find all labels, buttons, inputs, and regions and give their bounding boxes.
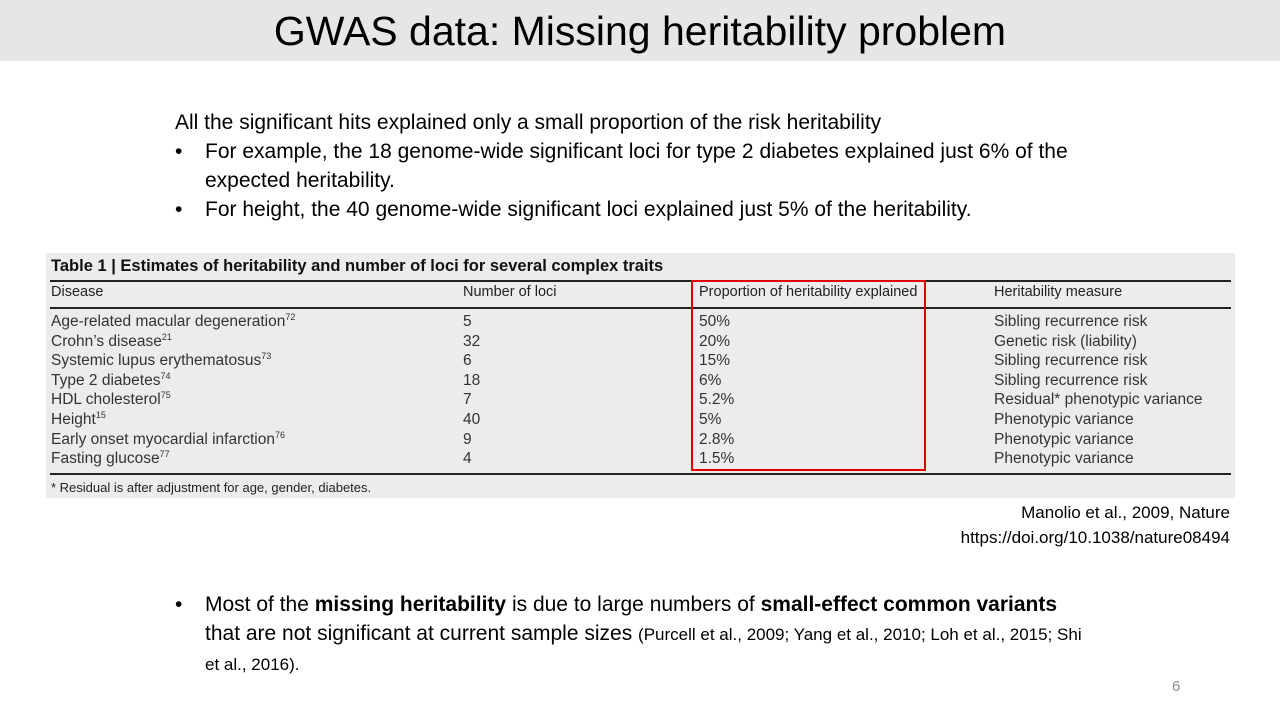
cell-proportion: 15% [699, 352, 731, 370]
cell-measure: Sibling recurrence risk [994, 371, 1148, 389]
table-top-rule [50, 280, 1231, 282]
bullet-text: For height, the 40 genome-wide significa… [205, 198, 972, 221]
table-footnote: * Residual is after adjustment for age, … [51, 480, 372, 495]
header-disease: Disease [51, 284, 104, 300]
table-caption: Table 1 | Estimates of heritability and … [51, 257, 664, 275]
bullet-dot: • [175, 140, 183, 163]
slide-title: GWAS data: Missing heritability problem [273, 8, 1007, 54]
cell-loci: 32 [463, 332, 481, 350]
cell-disease: HDL cholesterol75 [51, 390, 171, 409]
cell-loci: 5 [463, 313, 472, 330]
cell-loci: 18 [463, 371, 481, 389]
citation-doi: https://doi.org/10.1038/nature08494 [960, 528, 1230, 547]
reference-superscript: 74 [160, 370, 171, 381]
table-row: Systemic lupus erythematosus73 6 15% Siblin… [46, 352, 1235, 372]
text-segment: Most of the [205, 593, 315, 616]
cell-disease: Fasting glucose77 [51, 449, 170, 468]
intro-bullet: • For height, the 40 genome-wide signifi… [175, 195, 1105, 224]
header-proportion: Proportion of heritability explained [699, 284, 918, 300]
cell-disease: Age-related macular degeneration72 [51, 312, 296, 331]
bullet-dot: • [175, 198, 183, 221]
cell-disease: Systemic lupus erythematosus73 [51, 351, 272, 370]
table-row: Crohn’s disease21 32 20% Genetic risk (liab… [46, 331, 1235, 353]
cell-measure: Sibling recurrence risk [994, 313, 1148, 330]
table-bottom-rule [50, 473, 1231, 475]
heritability-table: Table 1 | Estimates of heritability and … [46, 253, 1235, 498]
cell-disease: Height15 [51, 410, 106, 429]
table-row: Age-related macular degeneration72 5 50% Si… [46, 313, 1235, 333]
bottom-bullet: • Most of the missing heritability is du… [175, 590, 1090, 679]
reference-superscript: 15 [95, 410, 106, 420]
table-row: Early onset myocardial infarction76 9 2.8%… [46, 429, 1235, 451]
table-row: Type 2 diabetes74 18 6% Sibling recurrence … [46, 370, 1235, 392]
emphasis-missing-heritability: missing heritability [314, 593, 507, 616]
cell-measure: Sibling recurrence risk [994, 352, 1148, 370]
table-row: Height15 40 5% Phenotypic variance [46, 411, 1235, 431]
header-measure: Heritability measure [994, 284, 1123, 300]
reference-superscript: 73 [261, 351, 272, 362]
citation-author: Manolio et al., 2009, Nature [1021, 503, 1230, 522]
cell-measure: Residual* phenotypic variance [994, 391, 1203, 409]
cell-proportion: 20% [699, 332, 731, 350]
text-segment: that are not significant at current samp… [205, 622, 639, 645]
table-row: Fasting glucose77 4 1.5% Phenotypic varianc… [46, 450, 1235, 470]
cell-proportion: 5% [699, 411, 722, 428]
cell-disease: Crohn’s disease21 [51, 331, 172, 350]
citation: Manolio et al., 2009, Nature https://doi… [961, 500, 1230, 550]
reference-superscript: 77 [159, 449, 170, 460]
bullet-text: For example, the 18 genome-wide signific… [205, 140, 1068, 192]
reference-superscript: 72 [285, 312, 296, 322]
proportion-highlight-box [691, 280, 926, 471]
intro-lead: All the significant hits explained only … [175, 111, 882, 134]
cell-disease: Early onset myocardial infarction76 [51, 429, 286, 448]
cell-loci: 4 [463, 450, 472, 468]
text-segment: is due to large numbers of [506, 593, 761, 616]
bullet-dot: • [175, 593, 183, 616]
page-number: 6 [1172, 678, 1181, 695]
cell-loci: 9 [463, 430, 472, 448]
cell-loci: 7 [463, 391, 472, 409]
reference-superscript: 75 [160, 390, 171, 401]
cell-measure: Genetic risk (liability) [994, 332, 1137, 350]
header-loci: Number of loci [463, 284, 557, 300]
reference-superscript: 21 [161, 331, 172, 342]
cell-proportion: 5.2% [699, 391, 735, 409]
table-row: HDL cholesterol75 7 5.2% Residual* phenotyp… [46, 391, 1235, 411]
emphasis-small-effect-variants: small-effect common variants [760, 593, 1058, 616]
title-bar [0, 0, 1280, 61]
bullet-text: Most of the missing heritability is due … [205, 593, 1082, 675]
cell-measure: Phenotypic variance [994, 450, 1134, 468]
cell-disease: Type 2 diabetes74 [51, 370, 171, 389]
cell-measure: Phenotypic variance [994, 411, 1134, 428]
cell-measure: Phenotypic variance [994, 430, 1134, 448]
cell-loci: 40 [463, 411, 481, 428]
cell-proportion: 2.8% [699, 430, 735, 448]
table-header-rule [50, 307, 1231, 309]
cell-proportion: 50% [699, 313, 731, 330]
cell-proportion: 6% [699, 371, 722, 389]
cell-loci: 6 [463, 352, 472, 370]
intro-bullet: • For example, the 18 genome-wide signif… [175, 137, 1105, 195]
cell-proportion: 1.5% [699, 450, 735, 468]
reference-superscript: 76 [275, 429, 286, 440]
references: (Purcell et al., 2009; Yang et al., 2010… [205, 625, 1082, 674]
intro-block: All the significant hits explained only … [175, 108, 1105, 224]
